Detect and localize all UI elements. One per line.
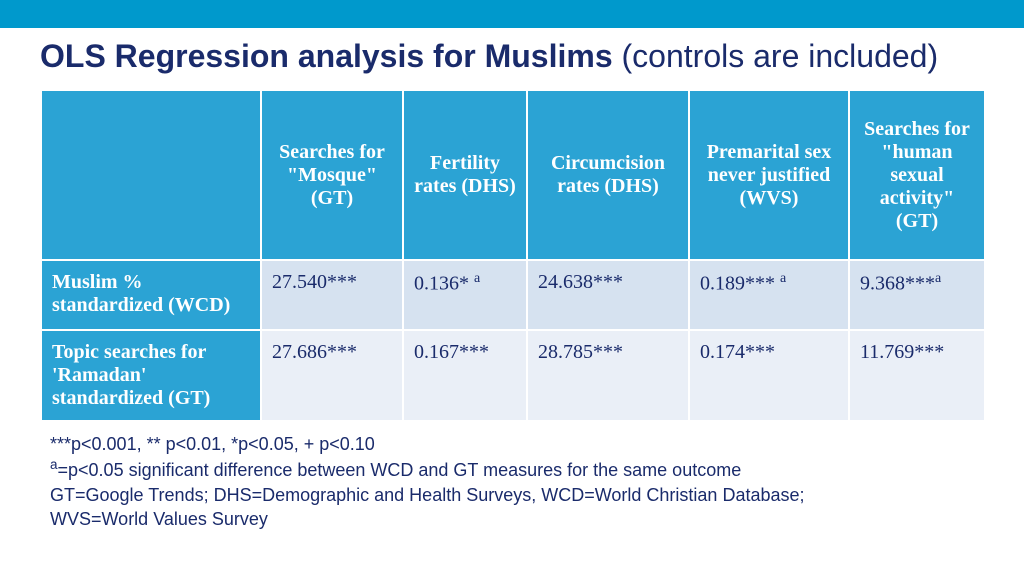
corner-cell (41, 90, 261, 260)
value-cell: 24.638*** (527, 260, 689, 330)
value-cell: 9.368***a (849, 260, 985, 330)
col-head: Premarital sex never justified (WVS) (689, 90, 849, 260)
title-bold: OLS Regression analysis for Muslims (40, 38, 613, 74)
footnote-text: =p<0.05 significant difference between W… (58, 460, 742, 480)
footnote-line: a=p<0.05 significant difference between … (50, 456, 974, 482)
value-cell: 27.540*** (261, 260, 403, 330)
value-cell: 0.136* a (403, 260, 527, 330)
table-body: Muslim % standardized (WCD)27.540***0.13… (41, 260, 985, 421)
value-cell: 11.769*** (849, 330, 985, 421)
col-head: Searches for "human sexual activity" (GT… (849, 90, 985, 260)
footnote-sup: a (50, 457, 58, 472)
footnote-line: GT=Google Trends; DHS=Demographic and He… (50, 483, 974, 507)
value-cell: 0.174*** (689, 330, 849, 421)
table-row: Topic searches for 'Ramadan' standardize… (41, 330, 985, 421)
table-row: Muslim % standardized (WCD)27.540***0.13… (41, 260, 985, 330)
col-head: Circumcision rates (DHS) (527, 90, 689, 260)
footnote-line: ***p<0.001, ** p<0.01, *p<0.05, + p<0.10 (50, 432, 974, 456)
row-head: Topic searches for 'Ramadan' standardize… (41, 330, 261, 421)
top-bar (0, 0, 1024, 28)
footnote-line: WVS=World Values Survey (50, 507, 974, 531)
value-cell: 27.686*** (261, 330, 403, 421)
value-cell: 0.167*** (403, 330, 527, 421)
row-head: Muslim % standardized (WCD) (41, 260, 261, 330)
col-head: Fertility rates (DHS) (403, 90, 527, 260)
value-cell: 0.189*** a (689, 260, 849, 330)
title-light: (controls are included) (613, 38, 938, 74)
col-head: Searches for "Mosque" (GT) (261, 90, 403, 260)
table-header-row: Searches for "Mosque" (GT) Fertility rat… (41, 90, 985, 260)
footnotes: ***p<0.001, ** p<0.01, *p<0.05, + p<0.10… (50, 432, 974, 531)
value-cell: 28.785*** (527, 330, 689, 421)
regression-table: Searches for "Mosque" (GT) Fertility rat… (40, 89, 986, 422)
page-title: OLS Regression analysis for Muslims (con… (0, 28, 1024, 89)
